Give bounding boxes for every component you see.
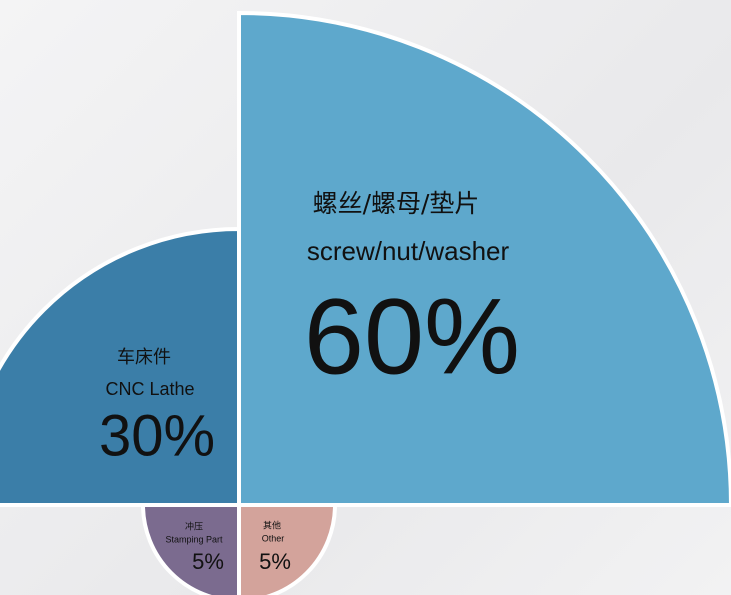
value-label: 30% (99, 403, 215, 468)
label-cn: 车床件 (117, 347, 171, 368)
label-cn: 其他 (263, 520, 281, 532)
label-en: screw/nut/washer (307, 236, 510, 266)
value-label: 5% (259, 549, 291, 574)
value-label: 60% (304, 276, 520, 397)
slice (0, 226, 241, 507)
slice (140, 503, 241, 595)
slice (237, 503, 338, 595)
label-cn: 冲压 (185, 521, 203, 533)
slice (237, 10, 731, 507)
label-cn: 螺丝/螺母/垫片 (313, 189, 480, 218)
value-label: 5% (192, 549, 224, 574)
label-en: Stamping Part (165, 534, 223, 544)
label-en: CNC Lathe (105, 379, 194, 399)
label-en: Other (262, 533, 285, 543)
